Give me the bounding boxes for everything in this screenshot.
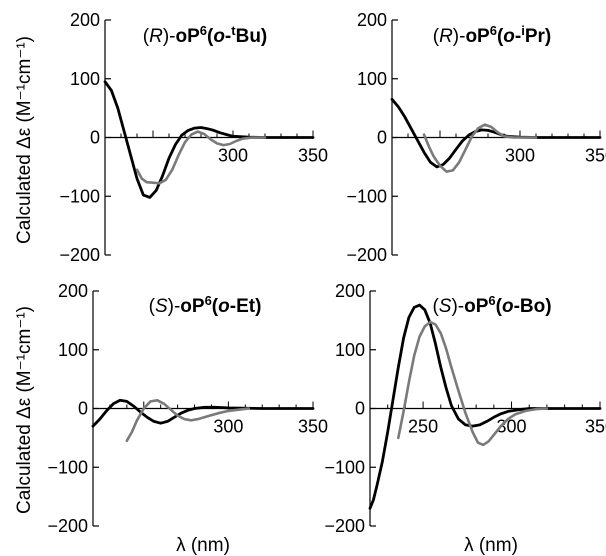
panel-s-et: 200 100 0 −100 −200 300 350 (S)-oP6(o-Et) — [47, 281, 328, 536]
y-axis-label-bottom: Calculated Δε (M⁻¹cm⁻¹) — [14, 306, 35, 514]
y-tick-label: 200 — [58, 281, 88, 301]
panel-title: (R)-oP6(o-iPr) — [433, 23, 552, 47]
y-tick-label: 100 — [58, 340, 88, 360]
y-tick-label: 100 — [70, 69, 100, 89]
y-tick-label: −200 — [346, 245, 387, 265]
y-tick-label: −100 — [324, 457, 365, 477]
panel-title: (R)-oP6(o-tBu) — [143, 23, 268, 47]
series-line-black — [390, 97, 602, 169]
y-tick-label: −100 — [47, 457, 88, 477]
y-tick-label: −200 — [47, 516, 88, 536]
y-tick-label: −200 — [324, 516, 365, 536]
y-axis-label-top: Calculated Δε (M⁻¹cm⁻¹) — [14, 36, 35, 244]
y-tick-label: −100 — [59, 186, 100, 206]
y-tick-label: 0 — [78, 399, 88, 419]
x-tick-label: 350 — [298, 146, 328, 166]
y-tick-label: 200 — [70, 10, 100, 30]
y-tick-label: 200 — [335, 281, 365, 301]
panel-title: (S)-oP6(o-Et) — [149, 293, 262, 317]
y-tick-label: 0 — [90, 128, 100, 148]
x-axis-label-left: λ (nm) — [176, 535, 230, 556]
panel-r-tbu: 200 100 0 −100 −200 300 350 (R)-oP6(o-tBu) — [59, 10, 328, 265]
y-tick-label: 0 — [355, 399, 365, 419]
y-tick-label: 0 — [377, 128, 387, 148]
y-tick-label: 200 — [357, 10, 387, 30]
y-tick-label: −200 — [59, 245, 100, 265]
y-tick-label: 100 — [357, 69, 387, 89]
x-tick-label: 350 — [585, 146, 606, 166]
series-line-gray — [422, 123, 538, 173]
x-tick-label: 350 — [298, 417, 328, 437]
panel-title: (S)-oP6(o-Bo) — [432, 293, 551, 317]
series-line-black — [368, 303, 602, 510]
x-tick-label: 300 — [213, 417, 243, 437]
x-tick-label: 300 — [218, 146, 248, 166]
x-axis-label-right: λ (nm) — [464, 535, 518, 556]
series-line-black — [91, 398, 315, 428]
series-line-gray — [125, 399, 250, 443]
series-line-gray — [397, 320, 549, 447]
x-tick-label: 300 — [505, 146, 535, 166]
x-tick-label: 250 — [408, 417, 438, 437]
y-tick-label: −100 — [346, 186, 387, 206]
x-tick-label: 350 — [585, 417, 606, 437]
series-line-black — [103, 80, 315, 199]
y-tick-label: 100 — [335, 340, 365, 360]
series-line-gray — [135, 130, 267, 185]
panel-r-ipr: 200 100 0 −100 −200 300 350 (R)-oP6(o-iPr) — [346, 10, 606, 265]
